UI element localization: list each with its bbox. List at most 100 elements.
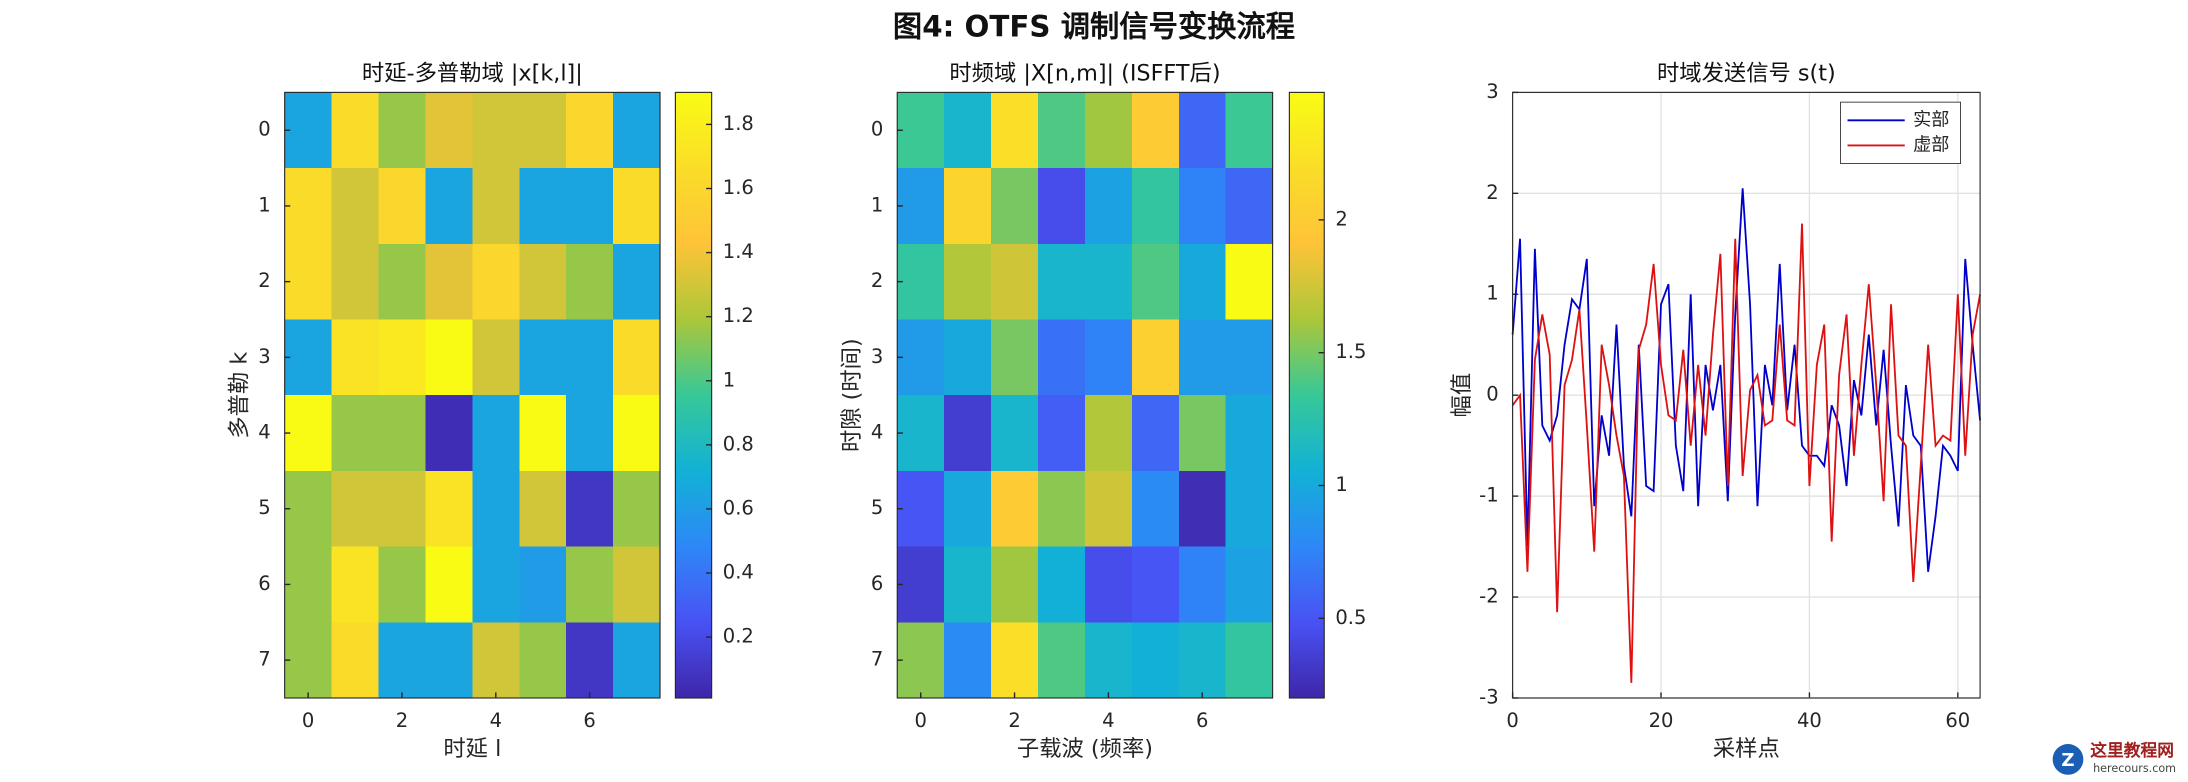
y-axis-label: 幅值 (1449, 373, 1475, 418)
heatmap-cell (566, 546, 614, 623)
heatmap-cell (519, 470, 567, 547)
watermark-text: 这里教程网 (2090, 740, 2174, 760)
heatmap-cell (425, 319, 473, 396)
heatmap-cell (284, 243, 332, 320)
heatmap-cell (991, 622, 1039, 698)
y-axis-label: 时隙 (时间) (839, 338, 865, 452)
heatmap-cell (944, 168, 992, 244)
heatmap-cell (378, 395, 426, 471)
heatmap-cell (991, 168, 1039, 244)
heatmap-cell (897, 319, 945, 396)
heatmap-cell (519, 319, 567, 396)
heatmap-cell (331, 319, 379, 396)
heatmap-cell (425, 395, 473, 471)
line-series (1511, 223, 1981, 683)
heatmap-cell (1084, 168, 1132, 244)
heatmap-cell (613, 92, 661, 169)
heatmap-cell (472, 470, 520, 547)
heatmap-cell (425, 92, 473, 169)
colorbar-tick-label: 1.4 (723, 240, 754, 263)
heatmap-cell (1178, 319, 1226, 396)
heatmap-cell (378, 546, 426, 623)
heatmap-cell (284, 395, 332, 471)
heatmap-cell (944, 622, 992, 698)
heatmap-cell (472, 319, 520, 396)
heatmap-cell (1178, 395, 1226, 471)
heatmap-cell (378, 319, 426, 396)
y-tick-label: 2 (1486, 181, 1498, 204)
x-tick-label: 60 (1945, 709, 1970, 732)
heatmap-cell (613, 470, 661, 547)
heatmap-cell (1178, 92, 1226, 169)
heatmap-cell (944, 92, 992, 169)
heatmap-cell (284, 546, 332, 623)
y-tick-label: 2 (871, 269, 883, 292)
heatmap-cell (566, 168, 614, 244)
heatmap-cell (566, 622, 614, 698)
heatmap-cell (991, 395, 1039, 471)
y-axis-label: 多普勒 k (227, 352, 253, 439)
heatmap-cell (1084, 470, 1132, 547)
heatmap-cell (991, 92, 1039, 169)
colorbar-tick-label: 1.2 (723, 304, 754, 327)
heatmap-cell (566, 395, 614, 471)
heatmap-cell (284, 470, 332, 547)
heatmap-cell (378, 168, 426, 244)
heatmap-cell (331, 470, 379, 547)
heatmap-cell (613, 319, 661, 396)
y-tick-label: 0 (1486, 383, 1498, 406)
y-tick-label: 6 (871, 572, 883, 595)
heatmap-cell (1131, 470, 1179, 547)
heatmap-cell (519, 622, 567, 698)
y-tick-label: -1 (1479, 484, 1498, 507)
heatmap-cell (897, 546, 945, 623)
y-tick-label: 5 (258, 496, 270, 519)
x-tick-label: 4 (1102, 709, 1114, 732)
colorbar (1288, 91, 1325, 699)
heatmap-cell (944, 470, 992, 547)
heatmap-cell (613, 546, 661, 623)
heatmap-cell (378, 622, 426, 698)
legend-box (1840, 101, 1961, 164)
y-tick-label: 0 (258, 118, 270, 141)
y-tick-label: -2 (1479, 585, 1498, 608)
heatmap-cell (1084, 243, 1132, 320)
heatmap-cell (944, 546, 992, 623)
x-tick-label: 0 (914, 709, 926, 732)
figure-title: 图4: OTFS 调制信号变换流程 (893, 10, 1295, 44)
heatmap-cell (378, 470, 426, 547)
x-tick-label: 2 (1008, 709, 1020, 732)
colorbar (674, 91, 713, 699)
heatmap-cell (1225, 319, 1273, 396)
heatmap-cell (1131, 92, 1179, 169)
heatmap-cell (991, 546, 1039, 623)
heatmap-cell (519, 243, 567, 320)
heatmap-cell (472, 622, 520, 698)
heatmap-cell (1131, 319, 1179, 396)
heatmap-cell (1131, 546, 1179, 623)
colorbar-tick-label: 0.5 (1335, 606, 1366, 629)
watermark-logo-letter: Z (2061, 750, 2074, 771)
x-axis-label: 时延 l (443, 736, 501, 762)
y-tick-label: 4 (258, 421, 270, 444)
heatmap-cell (1038, 319, 1085, 396)
heatmap-cell (1084, 319, 1132, 396)
heatmap-cell (331, 395, 379, 471)
x-axis-label: 子载波 (频率) (1017, 736, 1153, 762)
x-tick-label: 4 (490, 709, 502, 732)
x-tick-label: 20 (1649, 709, 1674, 732)
heatmap-cell (1131, 168, 1179, 244)
heatmap-cell (1084, 92, 1132, 169)
heatmap-cell (897, 622, 945, 698)
heatmap-cell (991, 243, 1039, 320)
heatmap-cell (1225, 470, 1273, 547)
colorbar-tick-label: 1 (723, 368, 735, 391)
heatmap-cell (1038, 470, 1085, 547)
y-tick-label: 3 (258, 345, 270, 368)
watermark: Z 这里教程网 herecours.com (2052, 740, 2176, 775)
heatmap-cell (378, 92, 426, 169)
heatmap-cell (613, 622, 661, 698)
heatmap-cell (1178, 470, 1226, 547)
y-tick-label: 3 (871, 345, 883, 368)
